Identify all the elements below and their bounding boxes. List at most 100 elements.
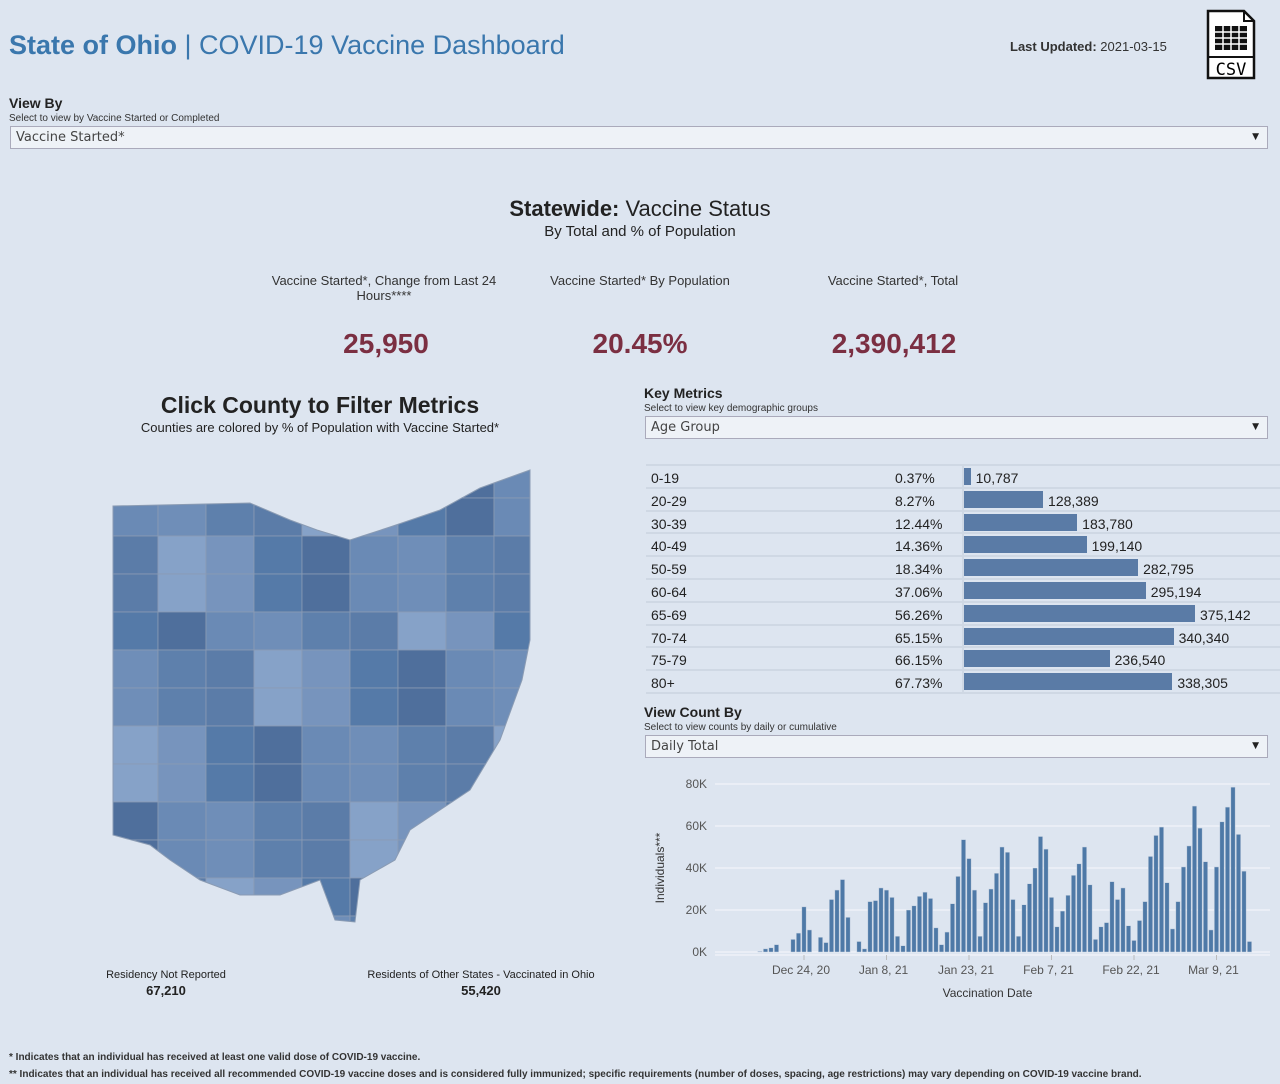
county[interactable] <box>493 460 542 499</box>
county[interactable] <box>542 574 590 612</box>
county[interactable] <box>445 460 495 499</box>
county[interactable] <box>301 611 351 651</box>
county[interactable] <box>349 915 399 954</box>
county[interactable] <box>110 763 159 803</box>
county[interactable] <box>205 877 255 917</box>
county[interactable] <box>493 497 542 537</box>
county[interactable] <box>397 497 447 537</box>
county[interactable] <box>349 725 399 765</box>
county[interactable] <box>110 649 159 689</box>
county[interactable] <box>205 839 255 879</box>
county[interactable] <box>397 535 447 575</box>
county[interactable] <box>110 460 159 499</box>
county[interactable] <box>301 535 351 575</box>
county[interactable] <box>542 764 590 802</box>
county[interactable] <box>110 535 159 575</box>
county[interactable] <box>397 839 447 879</box>
county[interactable] <box>205 535 255 575</box>
county[interactable] <box>493 573 542 613</box>
county[interactable] <box>349 763 399 803</box>
county[interactable] <box>253 573 303 613</box>
county[interactable] <box>349 497 399 537</box>
county[interactable] <box>253 763 303 803</box>
county[interactable] <box>253 725 303 765</box>
county[interactable] <box>253 535 303 575</box>
county[interactable] <box>205 649 255 689</box>
county[interactable] <box>542 650 590 688</box>
county[interactable] <box>157 535 207 575</box>
county[interactable] <box>493 839 542 879</box>
county[interactable] <box>253 460 303 499</box>
county[interactable] <box>445 801 495 841</box>
county[interactable] <box>493 763 542 803</box>
county[interactable] <box>493 801 542 841</box>
county[interactable] <box>110 915 159 954</box>
county[interactable] <box>349 535 399 575</box>
county[interactable] <box>542 916 590 954</box>
county[interactable] <box>110 611 159 651</box>
county[interactable] <box>397 611 447 651</box>
county[interactable] <box>445 497 495 537</box>
county[interactable] <box>349 611 399 651</box>
county[interactable] <box>205 460 255 499</box>
view-count-select[interactable]: Daily Total ▼ <box>645 735 1268 758</box>
county[interactable] <box>253 687 303 727</box>
county[interactable] <box>253 611 303 651</box>
county[interactable] <box>397 801 447 841</box>
key-metrics-select[interactable]: Age Group ▼ <box>645 416 1268 439</box>
county[interactable] <box>445 725 495 765</box>
county[interactable] <box>445 611 495 651</box>
county[interactable] <box>205 725 255 765</box>
county[interactable] <box>542 460 590 498</box>
county[interactable] <box>542 688 590 726</box>
county[interactable] <box>205 687 255 727</box>
county[interactable] <box>542 840 590 878</box>
county[interactable] <box>301 460 351 499</box>
county[interactable] <box>493 687 542 727</box>
county[interactable] <box>542 878 590 916</box>
county[interactable] <box>493 535 542 575</box>
county[interactable] <box>110 725 159 765</box>
county[interactable] <box>397 649 447 689</box>
county[interactable] <box>397 877 447 917</box>
county[interactable] <box>301 649 351 689</box>
county[interactable] <box>445 687 495 727</box>
county[interactable] <box>301 915 351 954</box>
county[interactable] <box>157 801 207 841</box>
county[interactable] <box>349 573 399 613</box>
county[interactable] <box>205 915 255 954</box>
county[interactable] <box>205 497 255 537</box>
county[interactable] <box>301 573 351 613</box>
county[interactable] <box>110 877 159 917</box>
county[interactable] <box>349 460 399 499</box>
county[interactable] <box>157 573 207 613</box>
county[interactable] <box>205 573 255 613</box>
county[interactable] <box>157 839 207 879</box>
county[interactable] <box>301 687 351 727</box>
county[interactable] <box>397 915 447 954</box>
county[interactable] <box>157 877 207 917</box>
county[interactable] <box>110 497 159 537</box>
ohio-county-map[interactable] <box>0 0 640 1000</box>
county[interactable] <box>301 497 351 537</box>
county[interactable] <box>542 726 590 764</box>
county[interactable] <box>157 611 207 651</box>
county[interactable] <box>349 801 399 841</box>
county[interactable] <box>157 687 207 727</box>
county[interactable] <box>493 611 542 651</box>
county[interactable] <box>397 573 447 613</box>
county[interactable] <box>542 612 590 650</box>
county[interactable] <box>349 687 399 727</box>
county[interactable] <box>157 763 207 803</box>
county[interactable] <box>493 725 542 765</box>
county[interactable] <box>205 611 255 651</box>
county[interactable] <box>397 725 447 765</box>
csv-file-icon[interactable]: CSV <box>1206 9 1256 80</box>
county[interactable] <box>542 498 590 536</box>
view-by-select[interactable]: Vaccine Started* ▼ <box>10 126 1268 149</box>
county[interactable] <box>157 460 207 499</box>
county[interactable] <box>253 915 303 954</box>
county[interactable] <box>205 801 255 841</box>
county[interactable] <box>253 497 303 537</box>
county[interactable] <box>445 573 495 613</box>
